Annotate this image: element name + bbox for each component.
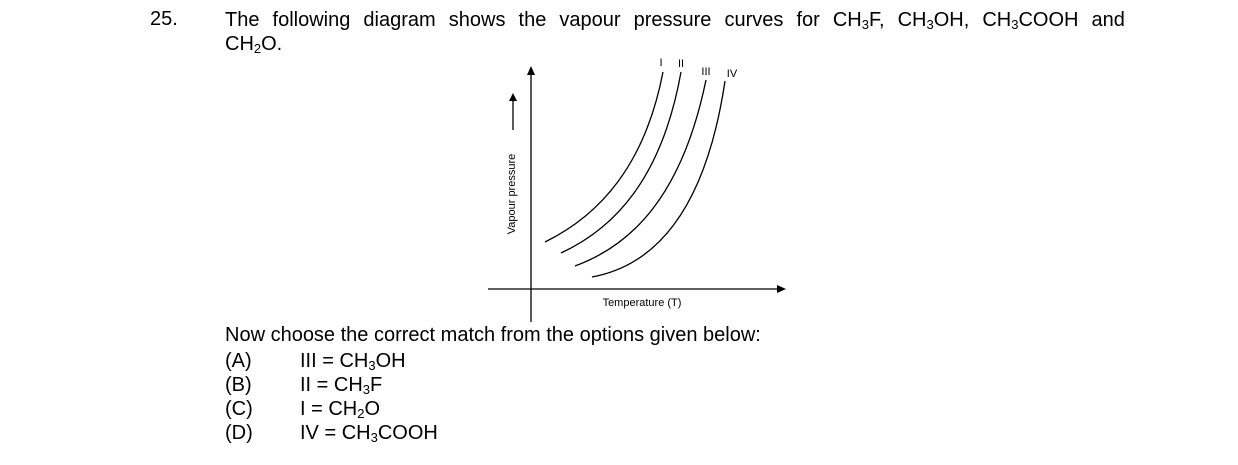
curve-i (544, 71, 664, 243)
option-c: (C) I = CH2O (225, 397, 380, 421)
stem-word: shows (448, 9, 506, 31)
curve-iv (591, 80, 726, 278)
y-axis-arrowhead (527, 66, 535, 75)
question-prompt: Now choose the correct match from the op… (225, 324, 761, 346)
stem-line-1: The following diagram shows the vapour p… (225, 8, 1125, 32)
curve-ii (560, 71, 682, 254)
option-d: (D) IV = CH3COOH (225, 421, 438, 445)
option-label: (B) (225, 374, 252, 396)
compound-formula: CH3COOH (982, 9, 1079, 32)
stem-line-2: CH2O. (225, 33, 283, 56)
stem-word: curves (724, 9, 784, 31)
stem-word: for (796, 9, 820, 31)
question-number: 25. (150, 8, 178, 30)
option-text: I = CH2O (300, 398, 381, 421)
y-axis-label: Vapour pressure (506, 154, 518, 235)
option-b: (B) II = CH3F (225, 373, 382, 397)
stem-word: diagram (363, 9, 436, 31)
x-axis-label: Temperature (T) (603, 297, 682, 309)
compound-formula: CH3F, (832, 9, 885, 32)
curve-label-ii: II (678, 58, 684, 70)
y-label-arrowhead (509, 93, 517, 101)
option-label: (C) (225, 398, 253, 420)
option-text: IV = CH3COOH (300, 422, 438, 445)
curve-label-iii: III (701, 66, 710, 78)
compound-formula: CH3OH, (897, 9, 970, 32)
stem-word: vapour (559, 9, 621, 31)
curve-label-iv: IV (727, 68, 738, 80)
stem-word: following (272, 9, 351, 31)
option-text: III = CH3OH (300, 350, 406, 373)
option-a: (A) III = CH3OH (225, 349, 406, 373)
curve-label-i: I (659, 57, 662, 69)
x-axis-arrowhead (777, 285, 786, 293)
curve-iii (574, 79, 707, 267)
stem-word: pressure (633, 9, 712, 31)
stem-word: and (1091, 9, 1125, 31)
option-text: II = CH3F (300, 374, 383, 397)
option-label: (D) (225, 422, 253, 444)
option-label: (A) (225, 350, 252, 372)
question-stem: The following diagram shows the vapour p… (225, 8, 1125, 56)
stem-word: The (225, 9, 260, 31)
stem-word: the (518, 9, 547, 31)
